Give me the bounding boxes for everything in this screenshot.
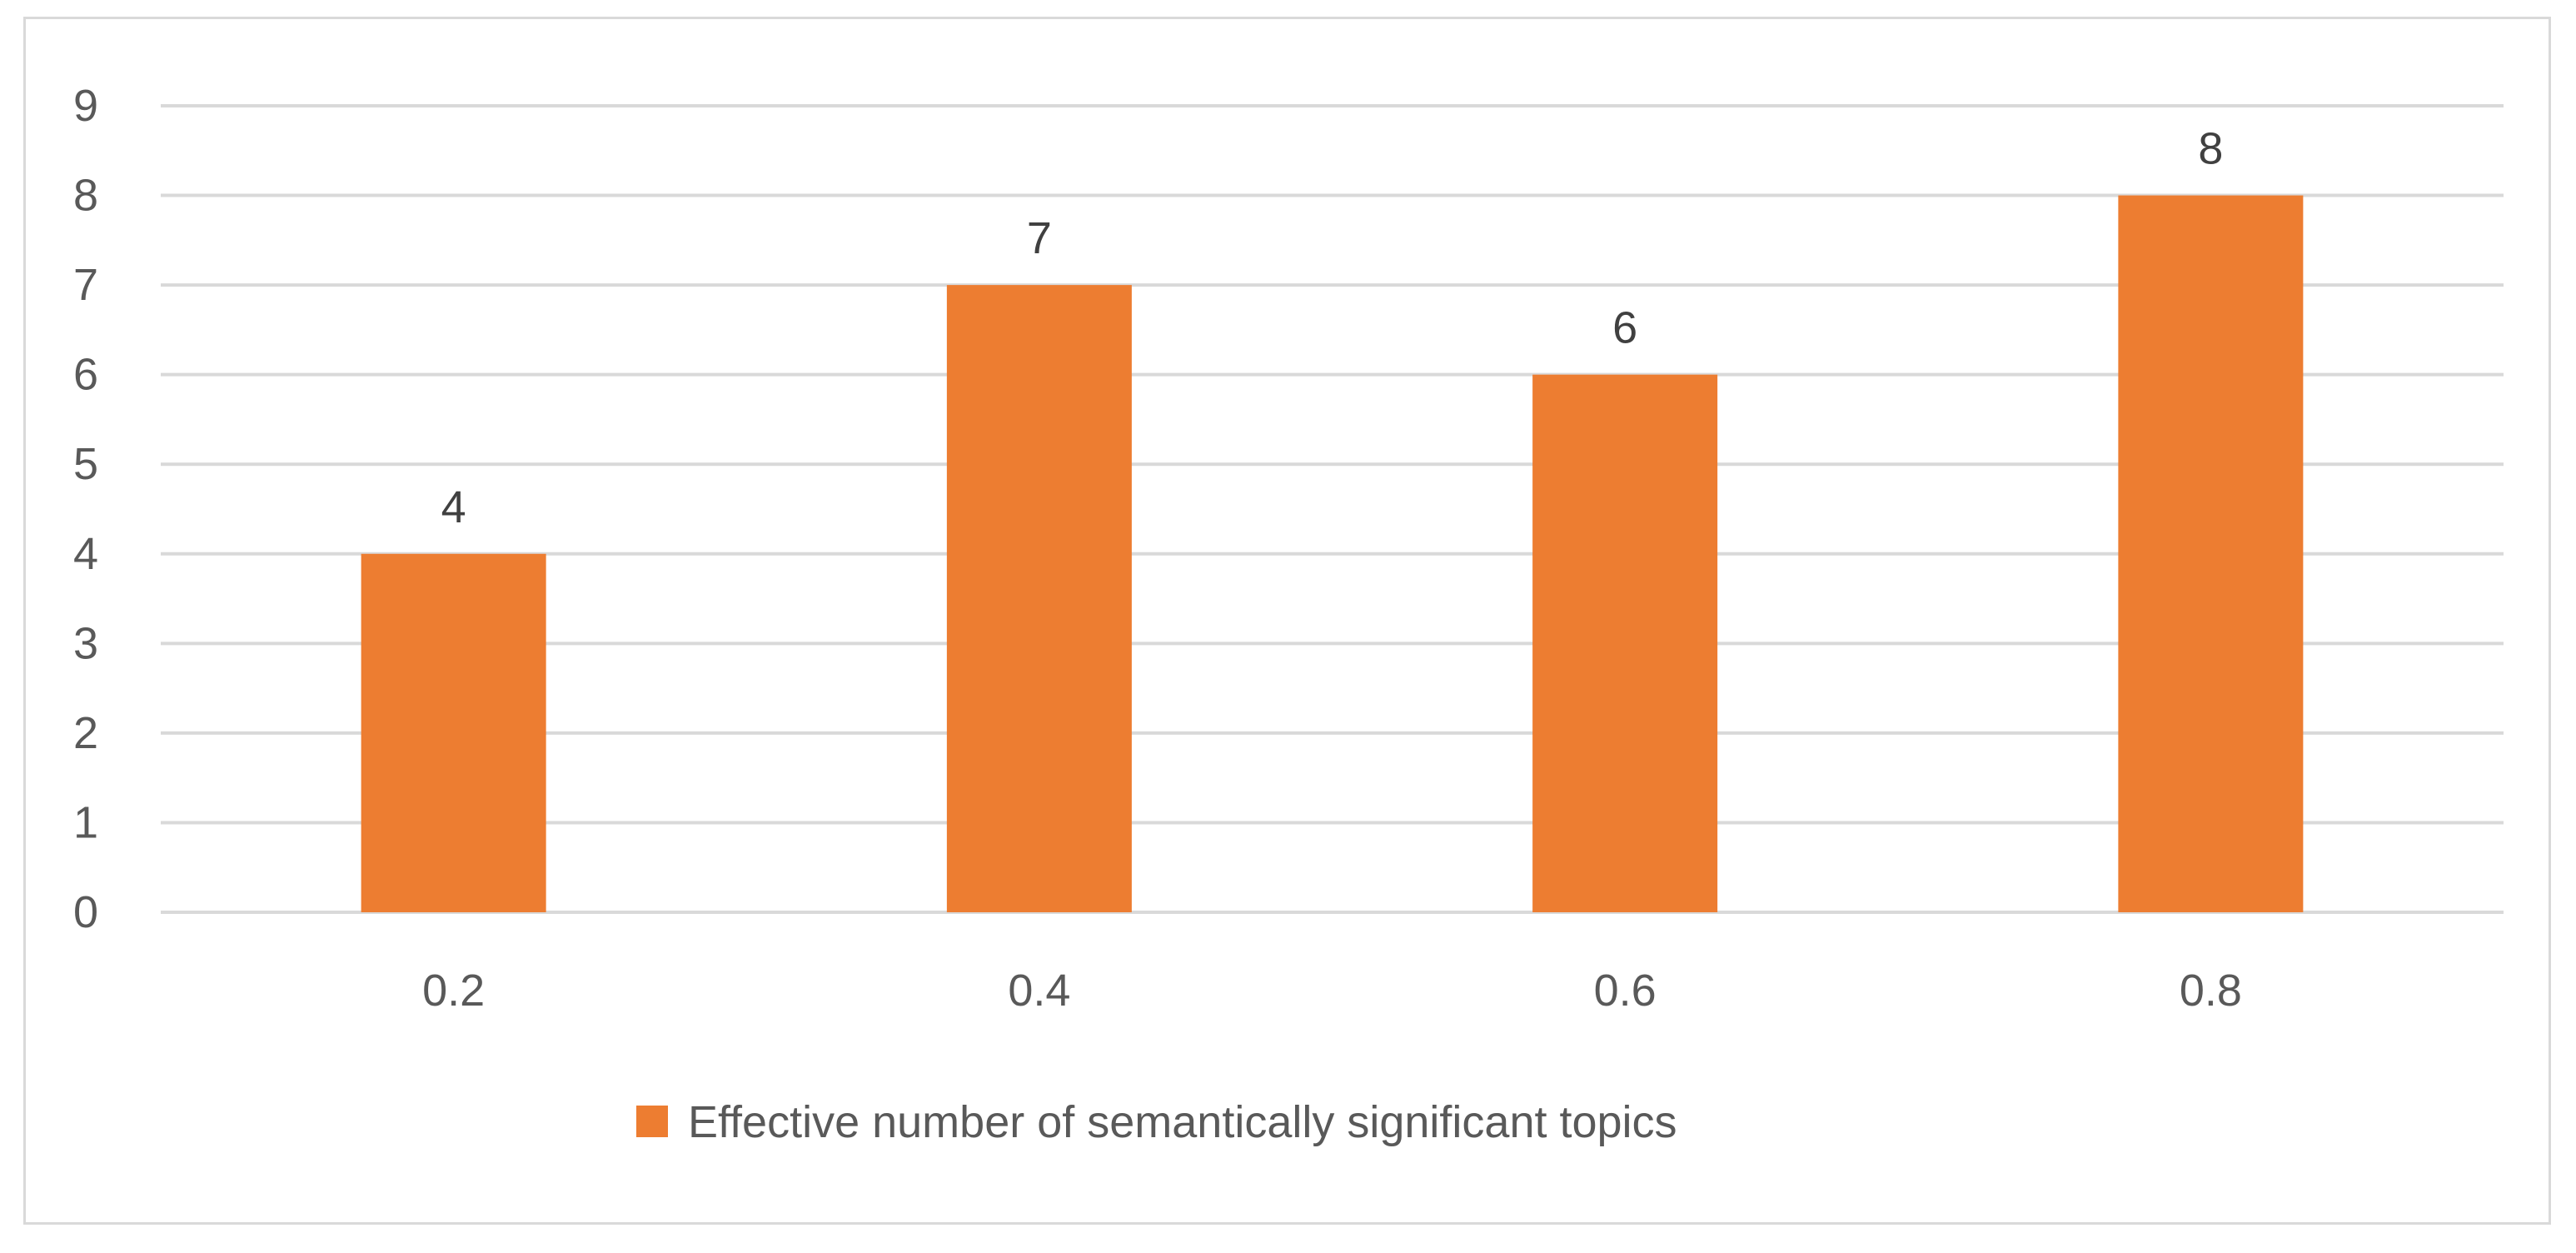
legend: Effective number of semantically signifi…	[636, 1097, 1677, 1147]
bars	[361, 195, 2304, 913]
data-label: 7	[1027, 213, 1052, 263]
y-tick-label: 4	[73, 529, 98, 579]
y-tick-label: 6	[73, 350, 98, 400]
y-axis-tick-labels: 0 1 2 3 4 5 6 7 8 9	[73, 81, 98, 937]
x-axis-tick-labels: 0.2 0.4 0.6 0.8	[422, 966, 2242, 1016]
y-tick-label: 2	[73, 708, 98, 758]
bar	[361, 553, 546, 912]
bar	[2118, 195, 2304, 913]
x-tick-label: 0.8	[2180, 966, 2242, 1016]
y-tick-label: 9	[73, 81, 98, 131]
bar	[1532, 374, 1718, 913]
x-tick-label: 0.6	[1594, 966, 1657, 1016]
data-label: 6	[1612, 303, 1637, 353]
y-tick-label: 7	[73, 260, 98, 310]
data-label: 4	[441, 482, 466, 532]
x-tick-label: 0.2	[422, 966, 485, 1016]
y-tick-label: 8	[73, 171, 98, 221]
data-labels: 4 7 6 8	[441, 124, 2224, 532]
data-label: 8	[2198, 124, 2223, 174]
y-tick-label: 0	[73, 887, 98, 937]
y-tick-label: 1	[73, 797, 98, 847]
x-tick-label: 0.4	[1008, 966, 1070, 1016]
y-tick-label: 3	[73, 618, 98, 668]
bar	[946, 285, 1132, 913]
legend-label: Effective number of semantically signifi…	[688, 1097, 1677, 1147]
gridlines	[161, 104, 2504, 914]
y-tick-label: 5	[73, 439, 98, 489]
legend-swatch	[636, 1106, 668, 1137]
